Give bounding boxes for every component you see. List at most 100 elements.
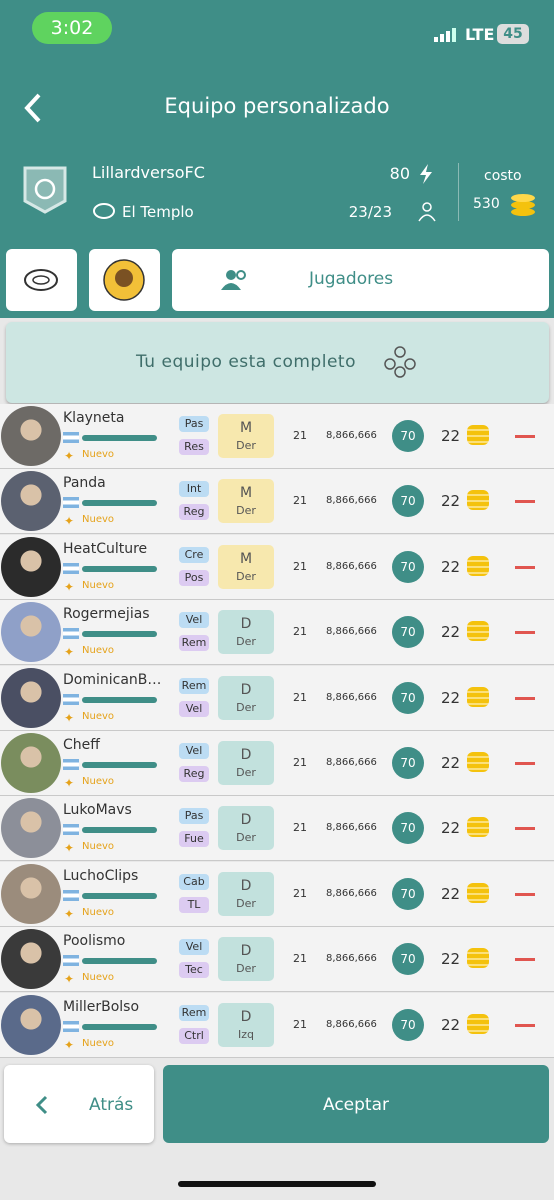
position-box: D Der — [218, 741, 274, 785]
player-name: Poolismo — [63, 933, 126, 950]
coins-icon — [467, 817, 489, 838]
age: 21 — [293, 625, 307, 639]
rating: 70 — [392, 485, 424, 518]
position-box: D Der — [218, 937, 274, 982]
progress-bar — [82, 565, 157, 572]
progress-bar — [82, 1023, 157, 1030]
accept-button[interactable]: Aceptar — [163, 1065, 549, 1143]
new-icon: ✦ — [64, 906, 75, 921]
tag-2: Rem — [179, 635, 209, 652]
player-row: DominicanB… ✦ Nuevo Rem Vel D Der 21 8,866,666 70… — [0, 665, 554, 731]
market-value: 8,866,666 — [326, 822, 377, 834]
market-value: 8,866,666 — [326, 1018, 377, 1030]
position-box: D Der — [218, 610, 274, 655]
position: D — [240, 681, 252, 698]
status: Nuevo — [82, 514, 115, 526]
remove-button[interactable] — [515, 827, 535, 831]
stadium-tab[interactable] — [6, 249, 77, 311]
position-box: D Der — [218, 675, 274, 720]
side: Der — [236, 700, 256, 714]
position: M — [239, 550, 253, 567]
rating: 70 — [392, 616, 424, 649]
price: 22 — [441, 557, 461, 576]
coins-icon — [511, 194, 535, 216]
back-button[interactable] — [22, 92, 44, 124]
side: Der — [236, 766, 256, 779]
remove-button[interactable] — [515, 631, 535, 635]
market-value: 8,866,666 — [326, 430, 377, 441]
coins-icon — [467, 490, 489, 511]
remove-button[interactable] — [515, 892, 535, 896]
battery: 45 — [497, 24, 529, 44]
crest-tab[interactable] — [89, 249, 160, 311]
avatar — [1, 602, 61, 663]
cost-label: costo — [484, 168, 522, 184]
coins-icon — [467, 752, 489, 772]
flag — [63, 955, 79, 967]
avatar — [1, 863, 61, 924]
player-row: HeatCulture ✦ Nuevo Cre Pos M Der 21 8,866,666 70… — [0, 534, 554, 600]
back-label: Atrás — [89, 1095, 134, 1115]
remove-button[interactable] — [515, 696, 535, 700]
player-row: Klayneta ✦ Nuevo Pas Res M Der 21 8,866,666 70 22 — [0, 404, 554, 469]
position-box: D Izq — [218, 1002, 274, 1047]
network: LTE — [465, 25, 495, 44]
back-footer-button[interactable]: Atrás — [4, 1065, 154, 1143]
side: Der — [236, 831, 256, 845]
position: D — [240, 943, 252, 960]
status: Nuevo — [82, 579, 115, 591]
rating: 70 — [392, 877, 424, 910]
side: Der — [236, 635, 256, 649]
side: Der — [236, 896, 256, 910]
new-icon: ✦ — [64, 579, 75, 594]
status: Nuevo — [82, 1037, 115, 1049]
progress-bar — [82, 762, 157, 768]
signal-icon — [434, 28, 456, 42]
new-icon: ✦ — [64, 645, 75, 660]
progress-bar — [82, 435, 157, 441]
rating: 70 — [392, 420, 424, 452]
position: M — [239, 420, 253, 436]
new-icon: ✦ — [64, 1037, 75, 1052]
tag-2: Fue — [179, 831, 209, 848]
new-icon: ✦ — [64, 449, 75, 463]
remove-button[interactable] — [515, 565, 535, 569]
energy: 80 — [389, 164, 410, 183]
team-badge — [23, 166, 67, 214]
remove-button[interactable] — [515, 958, 535, 962]
players-tab[interactable]: Jugadores — [172, 249, 549, 311]
flag — [63, 1020, 79, 1032]
side: Der — [236, 569, 256, 583]
stadium: El Templo — [122, 203, 194, 221]
position: D — [240, 616, 252, 633]
remove-button[interactable] — [515, 1023, 535, 1027]
tag-2: Res — [179, 439, 209, 455]
side: Der — [236, 439, 256, 452]
market-value: 8,866,666 — [326, 495, 377, 507]
age: 21 — [293, 559, 307, 573]
position-box: D Der — [218, 871, 274, 916]
tag-1: Cre — [179, 546, 209, 563]
side: Der — [236, 962, 256, 976]
complete-banner: Tu equipo esta completo — [6, 322, 549, 403]
flag — [63, 889, 79, 901]
status: Nuevo — [82, 972, 115, 984]
divider — [458, 163, 459, 221]
tag-1: Pas — [179, 416, 209, 432]
player-name: MillerBolso — [63, 998, 140, 1015]
team-name: LillardversoFC — [92, 163, 205, 182]
players-icon — [418, 202, 436, 222]
progress-bar — [82, 696, 157, 703]
side: Izq — [237, 1027, 254, 1041]
players-count: 23/23 — [348, 203, 392, 221]
remove-button[interactable] — [515, 500, 535, 504]
progress-bar — [82, 500, 157, 507]
side: Der — [236, 504, 256, 518]
remove-button[interactable] — [515, 762, 535, 765]
player-row: Panda ✦ Nuevo Int Reg M Der 21 8,866,666 70 22 — [0, 469, 554, 535]
new-icon: ✦ — [64, 710, 75, 725]
tag-2: Reg — [179, 766, 209, 782]
market-value: 8,866,666 — [326, 887, 377, 899]
time: 3:02 — [32, 12, 112, 44]
remove-button[interactable] — [515, 435, 535, 438]
